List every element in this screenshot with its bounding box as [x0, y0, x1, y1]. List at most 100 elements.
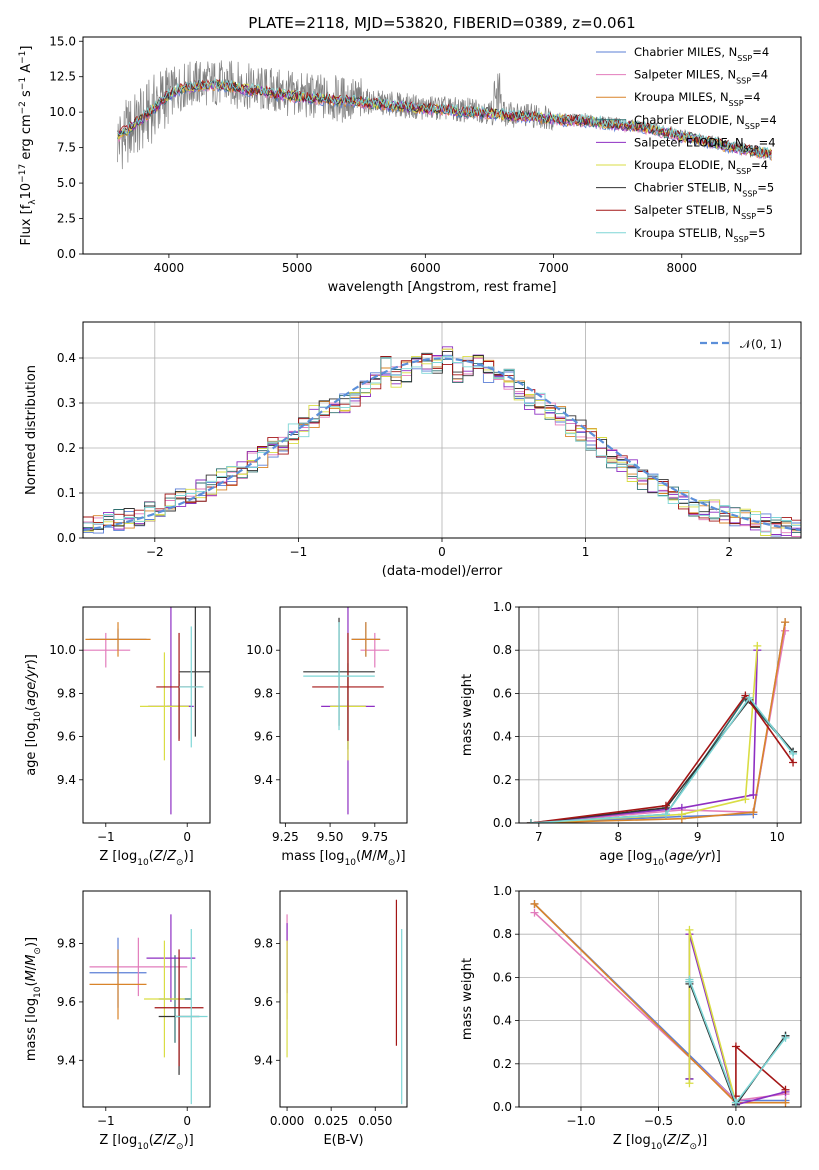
weight-vs-Z-xlabel-part-6: ⊙ [689, 1142, 697, 1152]
age-vs-mass-plot-area [303, 607, 390, 815]
mass-vs-Z-xlabel-part-2: ( [149, 1133, 154, 1148]
spectrum-ylabel-part-5: −2 [18, 101, 28, 114]
residuals-normal-curve [83, 357, 801, 532]
spectrum-legend-label-7-sub: SSP [741, 212, 756, 221]
mass-vs-Z-xtick-label-1: 0 [183, 1114, 191, 1128]
age-vs-mass-xlabel-part-5: M [377, 849, 388, 864]
age-vs-mass-ytick-label-3: 10.0 [246, 643, 273, 657]
age-vs-mass-xtick-label-2: 9.75 [361, 830, 388, 844]
mass-vs-Z-ylabel-part-5: M [24, 955, 39, 966]
spectrum-legend-label-1-label: Salpeter MILES, N [634, 68, 736, 82]
weight-vs-Z-marker-5-0 [685, 1079, 694, 1088]
weight-vs-age-marker-5-3 [753, 641, 762, 650]
residuals-xtick-label-1: −1 [290, 545, 308, 559]
weight-vs-age-xtick-label-0: 7 [535, 830, 543, 844]
weight-vs-Z-xlabel-part-5: Z [680, 1133, 691, 1148]
spectrum-legend-label-5-sub: SSP [736, 167, 751, 176]
weight-vs-Z-xtick-label-1: −0.5 [644, 1114, 673, 1128]
weight-vs-Z-xlabel-part-0: Z [log [613, 1133, 651, 1148]
spectrum-ylabel-part-1: λ [28, 199, 38, 205]
age-vs-Z-panel: −1 09.49.69.810.0Z [log10(Z/Z⊙)]age [log1… [24, 606, 211, 868]
age-vs-Z-ylabel-part-3: age/yr [24, 663, 39, 706]
spectrum-legend-label-1: Salpeter MILES, NSSP=4 [634, 68, 768, 86]
mass-vs-ebv-xtick-label-0: 0.000 [270, 1114, 304, 1128]
weight-vs-age-ytick-label-4: 0.8 [493, 643, 512, 657]
spectrum-frame [82, 36, 802, 255]
spectrum-legend-label-2-label: Kroupa MILES, N [634, 90, 729, 104]
residuals-panel: 𝒩(0, 1) −2 −1 0 1 2 0.0 0.1 0.2 0.3 0.4 (data-model… [24, 321, 802, 579]
spectrum-legend-label-1-sub: SSP [736, 76, 751, 85]
spectrum-legend-label-8: Kroupa STELIB, NSSP=5 [634, 226, 765, 244]
weight-vs-Z-ytick-label-4: 0.8 [493, 927, 512, 941]
age-vs-Z-xlabel-part-5: Z [166, 849, 177, 864]
spectrum-ytick-label-5: 12.5 [49, 70, 76, 84]
residuals-legend-label: 𝒩(0, 1) [740, 337, 782, 351]
weight-vs-age-marker-5-2 [741, 795, 750, 804]
weight-vs-Z-marker-1-0 [530, 908, 539, 917]
spectrum-ylabel-part-2: 10 [19, 183, 34, 200]
residuals-xtick-label-0: −2 [146, 545, 164, 559]
age-vs-Z-xlabel-part-3: Z [153, 849, 164, 864]
weight-vs-age-marker-8-1 [661, 810, 670, 819]
weight-vs-age-xlabel-part-2: ( [664, 849, 669, 864]
residuals-ylabel: Normed distribution [24, 365, 39, 495]
spectrum-xtick-label-2: 6000 [410, 261, 441, 275]
mass-vs-Z-xlabel: Z [log10(Z/Z⊙)] [99, 1133, 193, 1152]
weight-vs-Z-xtick-label-0: −1.0 [566, 1114, 595, 1128]
spectrum-legend-label-2-sub: SSP [729, 99, 744, 108]
spectrum-legend-label-6-suffix: =5 [757, 181, 774, 195]
mass-vs-Z-xlabel-part-1: 10 [137, 1142, 149, 1152]
spectrum-legend-label-3-label: Chabrier ELODIE, N [634, 113, 745, 127]
age-vs-Z-ytick-label-0: 9.4 [57, 773, 76, 787]
spectrum-model-line-3 [117, 80, 772, 159]
residuals-xlabel: (data-model)/error [382, 564, 503, 579]
weight-vs-Z-marker-2-0 [530, 899, 539, 908]
age-vs-mass-ytick-label-2: 9.8 [254, 686, 273, 700]
weight-vs-Z-xlabel: Z [log10(Z/Z⊙)] [613, 1133, 707, 1152]
age-vs-Z-ylabel-part-1: 10 [33, 711, 43, 723]
weight-vs-age-ytick-label-3: 0.6 [493, 686, 512, 700]
weight-vs-Z-marker-7-2 [781, 1085, 790, 1094]
weight-vs-Z-marker-8-3 [781, 1033, 790, 1042]
spectrum-legend-label-6-sub: SSP [742, 189, 757, 198]
mass-vs-Z-ylabel-part-2: ( [24, 981, 39, 986]
weight-vs-age-marker-8-2 [745, 693, 754, 702]
mass-vs-Z-xlabel-part-0: Z [log [99, 1133, 137, 1148]
spectrum-ylabel-part-0: Flux [f [19, 204, 34, 245]
spectrum-legend-label-4-sub: SSP [744, 144, 759, 153]
weight-vs-Z-marker-7-1 [731, 1042, 740, 1051]
spectrum-legend-label-2: Kroupa MILES, NSSP=4 [634, 90, 760, 108]
spectrum-ylabel-part-9: −1 [18, 51, 28, 64]
weight-vs-age-marker-2-3 [781, 618, 790, 627]
spectrum-ylabel-part-3: −17 [18, 164, 28, 183]
mass-vs-Z-ylabel-part-6: ⊙ [33, 947, 43, 955]
spectrum-legend-label-8-suffix: =5 [749, 226, 766, 240]
age-vs-mass-xlabel-part-2: ( [356, 849, 361, 864]
mass-vs-Z-xlabel-part-4: / [163, 1133, 168, 1148]
mass-vs-ebv-ytick-label-1: 9.6 [254, 995, 273, 1009]
mass-vs-Z-ylabel-part-0: mass [log [24, 998, 39, 1061]
residuals-ytick-label-4: 0.4 [57, 351, 76, 365]
weight-vs-age-plot-area [526, 618, 798, 823]
weight-vs-Z-frame [518, 890, 802, 1108]
age-vs-mass-xlabel-part-6: ⊙ [388, 858, 396, 868]
weight-vs-Z-xlabel-part-4: / [676, 1133, 681, 1148]
mass-vs-Z-xlabel-part-3: Z [153, 1133, 164, 1148]
mass-vs-Z-ytick-label-2: 9.8 [57, 937, 76, 951]
spectrum-legend-label-5: Kroupa ELODIE, NSSP=4 [634, 158, 768, 176]
weight-vs-age-xtick-label-2: 9 [694, 830, 702, 844]
spectrum-model-line-8 [117, 78, 772, 159]
age-vs-Z-ytick-label-1: 9.6 [57, 730, 76, 744]
spectrum-legend-label-4: Salpeter ELODIE, NSSP=4 [634, 135, 776, 153]
spectrum-legend-label-0-sub: SSP [737, 54, 752, 63]
mass-vs-Z-ylabel-part-7: )] [24, 937, 39, 947]
spectrum-legend-label-7-label: Salpeter STELIB, N [634, 203, 741, 217]
residuals-ytick-label-2: 0.2 [57, 441, 76, 455]
spectrum-ylabel-part-6: s [19, 90, 34, 101]
weight-vs-Z-xtick-label-2: 0.0 [726, 1114, 745, 1128]
spectrum-legend-label-8-label: Kroupa STELIB, N [634, 226, 734, 240]
spectrum-ytick-label-2: 5.0 [57, 176, 76, 190]
